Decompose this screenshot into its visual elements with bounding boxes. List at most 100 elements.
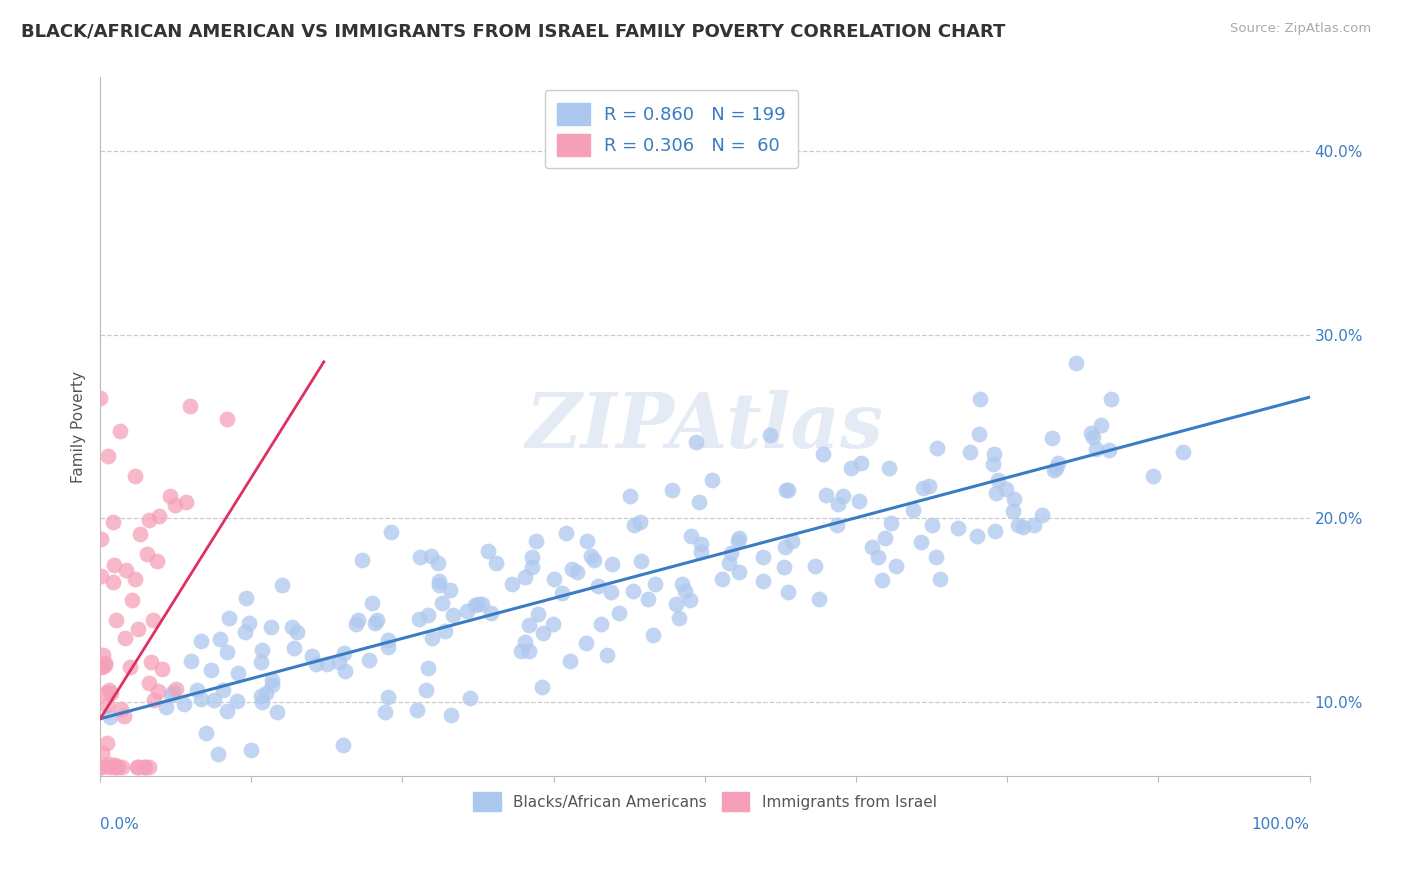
Point — [333, 646, 356, 660]
Point — [238, 616, 260, 631]
Point — [1099, 392, 1122, 407]
Point — [165, 681, 187, 696]
Point — [124, 572, 146, 586]
Point — [426, 556, 449, 570]
Point — [987, 473, 1010, 487]
Point — [679, 529, 702, 543]
Point — [630, 516, 652, 530]
Point — [727, 534, 749, 549]
Point — [377, 690, 399, 705]
Point — [513, 635, 536, 649]
Point — [427, 578, 450, 592]
Point — [225, 693, 247, 707]
Point — [637, 591, 659, 606]
Point — [94, 657, 117, 672]
Point — [252, 695, 274, 709]
Point — [316, 657, 339, 672]
Y-axis label: Family Poverty: Family Poverty — [72, 370, 86, 483]
Point — [984, 524, 1007, 538]
Point — [619, 489, 641, 503]
Point — [1043, 462, 1066, 476]
Point — [266, 705, 288, 719]
Point — [262, 678, 284, 692]
Point — [831, 489, 853, 503]
Point — [567, 566, 589, 580]
Point — [839, 461, 862, 475]
Point — [983, 446, 1005, 460]
Point — [720, 546, 742, 560]
Point — [928, 573, 950, 587]
Point — [575, 636, 598, 650]
Point — [860, 541, 883, 555]
Point — [717, 557, 740, 571]
Point — [1081, 430, 1104, 444]
Point — [125, 759, 148, 773]
Point — [108, 424, 131, 438]
Point — [104, 759, 127, 773]
Point — [1080, 426, 1102, 441]
Point — [807, 591, 830, 606]
Point — [782, 533, 804, 548]
Point — [359, 653, 381, 667]
Point — [270, 578, 292, 592]
Point — [641, 628, 664, 642]
Point — [458, 691, 481, 706]
Point — [173, 698, 195, 712]
Point — [366, 613, 388, 627]
Point — [1173, 445, 1195, 459]
Point — [969, 392, 991, 407]
Point — [91, 660, 114, 674]
Text: Source: ZipAtlas.com: Source: ZipAtlas.com — [1230, 22, 1371, 36]
Point — [456, 603, 478, 617]
Point — [260, 620, 283, 634]
Point — [129, 527, 152, 541]
Point — [441, 607, 464, 622]
Point — [813, 447, 835, 461]
Point — [127, 622, 149, 636]
Point — [520, 560, 543, 574]
Legend: Blacks/African Americans, Immigrants from Israel: Blacks/African Americans, Immigrants fro… — [467, 786, 942, 817]
Text: BLACK/AFRICAN AMERICAN VS IMMIGRANTS FROM ISRAEL FAMILY POVERTY CORRELATION CHAR: BLACK/AFRICAN AMERICAN VS IMMIGRANTS FRO… — [21, 22, 1005, 40]
Point — [103, 558, 125, 572]
Point — [235, 591, 257, 605]
Point — [202, 693, 225, 707]
Point — [328, 655, 350, 669]
Point — [162, 685, 184, 699]
Point — [90, 569, 112, 583]
Point — [146, 683, 169, 698]
Point — [1024, 518, 1046, 533]
Point — [91, 659, 114, 673]
Point — [285, 625, 308, 640]
Point — [127, 759, 149, 773]
Point — [377, 640, 399, 654]
Point — [873, 531, 896, 545]
Point — [333, 664, 356, 678]
Point — [1002, 504, 1025, 518]
Point — [517, 618, 540, 632]
Point — [1002, 491, 1025, 506]
Point — [432, 596, 454, 610]
Point — [772, 560, 794, 574]
Point — [912, 481, 935, 495]
Point — [689, 536, 711, 550]
Point — [1084, 442, 1107, 457]
Point — [361, 596, 384, 610]
Point — [408, 612, 430, 626]
Point — [94, 657, 117, 671]
Point — [752, 550, 775, 565]
Point — [803, 559, 825, 574]
Point — [90, 759, 112, 773]
Point — [1064, 356, 1087, 370]
Point — [773, 541, 796, 555]
Point — [283, 641, 305, 656]
Text: 0.0%: 0.0% — [100, 817, 139, 832]
Point — [427, 574, 450, 588]
Point — [621, 583, 644, 598]
Point — [207, 747, 229, 761]
Point — [120, 659, 142, 673]
Point — [305, 657, 328, 672]
Point — [135, 547, 157, 561]
Point — [98, 710, 121, 724]
Point — [690, 544, 713, 558]
Point — [97, 683, 120, 698]
